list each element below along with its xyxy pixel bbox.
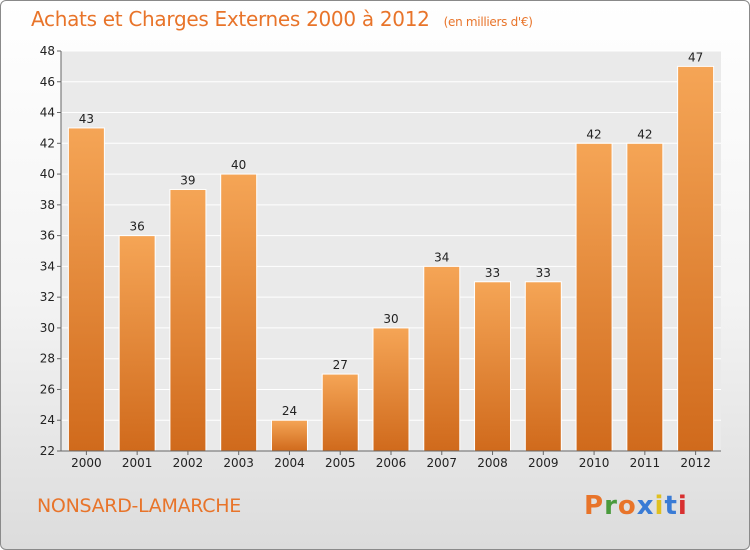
x-tick-label: 2010 bbox=[579, 456, 610, 470]
bar bbox=[575, 142, 613, 452]
x-tick-label: 2006 bbox=[376, 456, 407, 470]
y-tick-label: 48 bbox=[40, 44, 55, 58]
logo-letter: t bbox=[664, 491, 678, 521]
bar-value-label: 36 bbox=[130, 220, 145, 234]
bar-value-label: 33 bbox=[485, 266, 500, 280]
chart-title: Achats et Charges Externes 2000 à 2012 (… bbox=[31, 7, 533, 31]
axes-group: 22 24 26 28 30 32 34 36 38 40 42 44 46 48 2000 2001 2002… bbox=[40, 44, 721, 470]
bar-value-label: 40 bbox=[231, 158, 246, 172]
bar-value-label: 34 bbox=[434, 250, 449, 264]
y-tick-label: 38 bbox=[40, 198, 55, 212]
y-tick-label: 30 bbox=[40, 321, 55, 335]
bar-value-label: 33 bbox=[536, 266, 551, 280]
x-tick-label: 2000 bbox=[71, 456, 102, 470]
bar bbox=[321, 373, 359, 452]
bar bbox=[270, 419, 308, 452]
x-tick-label: 2007 bbox=[426, 456, 457, 470]
bar bbox=[67, 127, 105, 452]
logo-letter: x bbox=[636, 491, 655, 521]
y-tick-label: 24 bbox=[40, 413, 55, 427]
bar bbox=[118, 235, 156, 452]
x-tick-label: 2002 bbox=[173, 456, 204, 470]
bars-group: 43 36 39 40 24 27 30 34 33 33 42 42 47 bbox=[67, 50, 715, 452]
y-tick-label: 46 bbox=[40, 75, 55, 89]
y-tick-label: 42 bbox=[40, 136, 55, 150]
y-tick-label: 44 bbox=[40, 106, 55, 120]
bar bbox=[423, 265, 461, 452]
bar bbox=[474, 281, 512, 452]
x-tick-label: 2004 bbox=[274, 456, 305, 470]
x-tick-label: 2008 bbox=[477, 456, 508, 470]
logo-letter: r bbox=[604, 491, 618, 521]
y-tick-label: 40 bbox=[40, 167, 55, 181]
bar bbox=[372, 327, 410, 452]
logo-letter: i bbox=[654, 491, 665, 521]
y-tick-label: 22 bbox=[40, 444, 55, 458]
bar bbox=[626, 142, 664, 452]
bar bbox=[677, 65, 715, 452]
y-tick-label: 34 bbox=[40, 259, 55, 273]
bar-value-label: 43 bbox=[79, 112, 94, 126]
logo-letter: i bbox=[677, 491, 688, 521]
x-tick-label: 2012 bbox=[680, 456, 711, 470]
bar bbox=[524, 281, 562, 452]
bar-value-label: 47 bbox=[688, 50, 703, 64]
logo-letter: o bbox=[617, 491, 637, 521]
y-tick-label: 28 bbox=[40, 352, 55, 366]
x-tick-label: 2011 bbox=[630, 456, 661, 470]
chart-unit: (en milliers d'€) bbox=[443, 15, 533, 29]
x-tick-label: 2003 bbox=[223, 456, 254, 470]
bar bbox=[220, 173, 258, 452]
proxiti-logo: Proxiti bbox=[584, 491, 688, 521]
location-label: NONSARD-LAMARCHE bbox=[37, 495, 241, 517]
logo-letter: P bbox=[584, 491, 605, 521]
bar bbox=[169, 188, 207, 452]
bar-value-label: 42 bbox=[586, 127, 601, 141]
y-tick-label: 32 bbox=[40, 290, 55, 304]
y-tick-label: 36 bbox=[40, 229, 55, 243]
bar-value-label: 27 bbox=[333, 358, 348, 372]
y-tick-label: 26 bbox=[40, 382, 55, 396]
bar-value-label: 39 bbox=[180, 173, 195, 187]
x-tick-label: 2009 bbox=[528, 456, 559, 470]
chart-title-text: Achats et Charges Externes 2000 à 2012 bbox=[31, 7, 430, 31]
bar-value-label: 42 bbox=[637, 127, 652, 141]
bar-value-label: 24 bbox=[282, 404, 297, 418]
x-tick-label: 2001 bbox=[122, 456, 153, 470]
bar-value-label: 30 bbox=[383, 312, 398, 326]
x-tick-label: 2005 bbox=[325, 456, 356, 470]
